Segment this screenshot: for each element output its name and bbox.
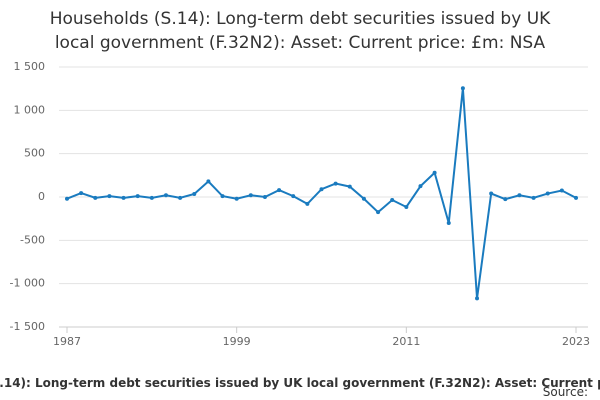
point: [107, 194, 112, 199]
y-tick-label: 500: [24, 147, 45, 160]
chart-title: local government (F.32N2): Asset: Curren…: [55, 33, 546, 53]
x-tick-label: 2023: [562, 335, 590, 348]
chart-title: Households (S.14): Long-term debt securi…: [50, 9, 551, 29]
point: [559, 188, 564, 193]
point: [460, 86, 465, 91]
point: [333, 181, 338, 186]
point: [446, 221, 451, 225]
y-tick-label: -1 000: [10, 277, 45, 290]
point: [262, 195, 267, 199]
y-tick-label: -1 500: [10, 320, 45, 333]
point: [65, 196, 69, 201]
point: [376, 210, 381, 215]
caption: Households (S.14): Long-term debt securi…: [0, 376, 600, 390]
point: [432, 170, 437, 175]
point: [390, 198, 395, 203]
source: Source:: [542, 385, 588, 399]
point: [135, 194, 140, 199]
point: [489, 191, 494, 196]
x-tick-label: 1987: [53, 335, 81, 348]
point: [206, 179, 211, 184]
y-tick-label: 1 000: [14, 103, 46, 116]
y-tick-label: 0: [38, 190, 45, 203]
point: [149, 195, 154, 200]
point: [248, 193, 253, 198]
point: [517, 193, 522, 198]
point: [531, 195, 536, 200]
point: [220, 194, 225, 199]
y-tick-label: -500: [20, 233, 45, 246]
point: [574, 195, 578, 200]
x-tick-label: 1999: [223, 335, 251, 348]
y-tick-label: 1 500: [14, 60, 46, 73]
point: [121, 195, 126, 200]
point: [291, 194, 296, 199]
point: [319, 187, 324, 192]
point: [475, 296, 480, 301]
point: [93, 195, 98, 200]
point: [79, 191, 84, 196]
point: [503, 197, 508, 202]
point: [361, 196, 366, 201]
point: [192, 191, 197, 196]
point: [404, 204, 409, 209]
point: [277, 188, 282, 193]
point: [234, 196, 239, 201]
point: [163, 193, 168, 198]
point: [418, 184, 423, 189]
x-tick-label: 2011: [392, 335, 420, 348]
line: [66, 88, 577, 299]
point: [305, 201, 310, 206]
point: [347, 184, 352, 189]
point: [178, 195, 183, 200]
point: [545, 191, 550, 196]
